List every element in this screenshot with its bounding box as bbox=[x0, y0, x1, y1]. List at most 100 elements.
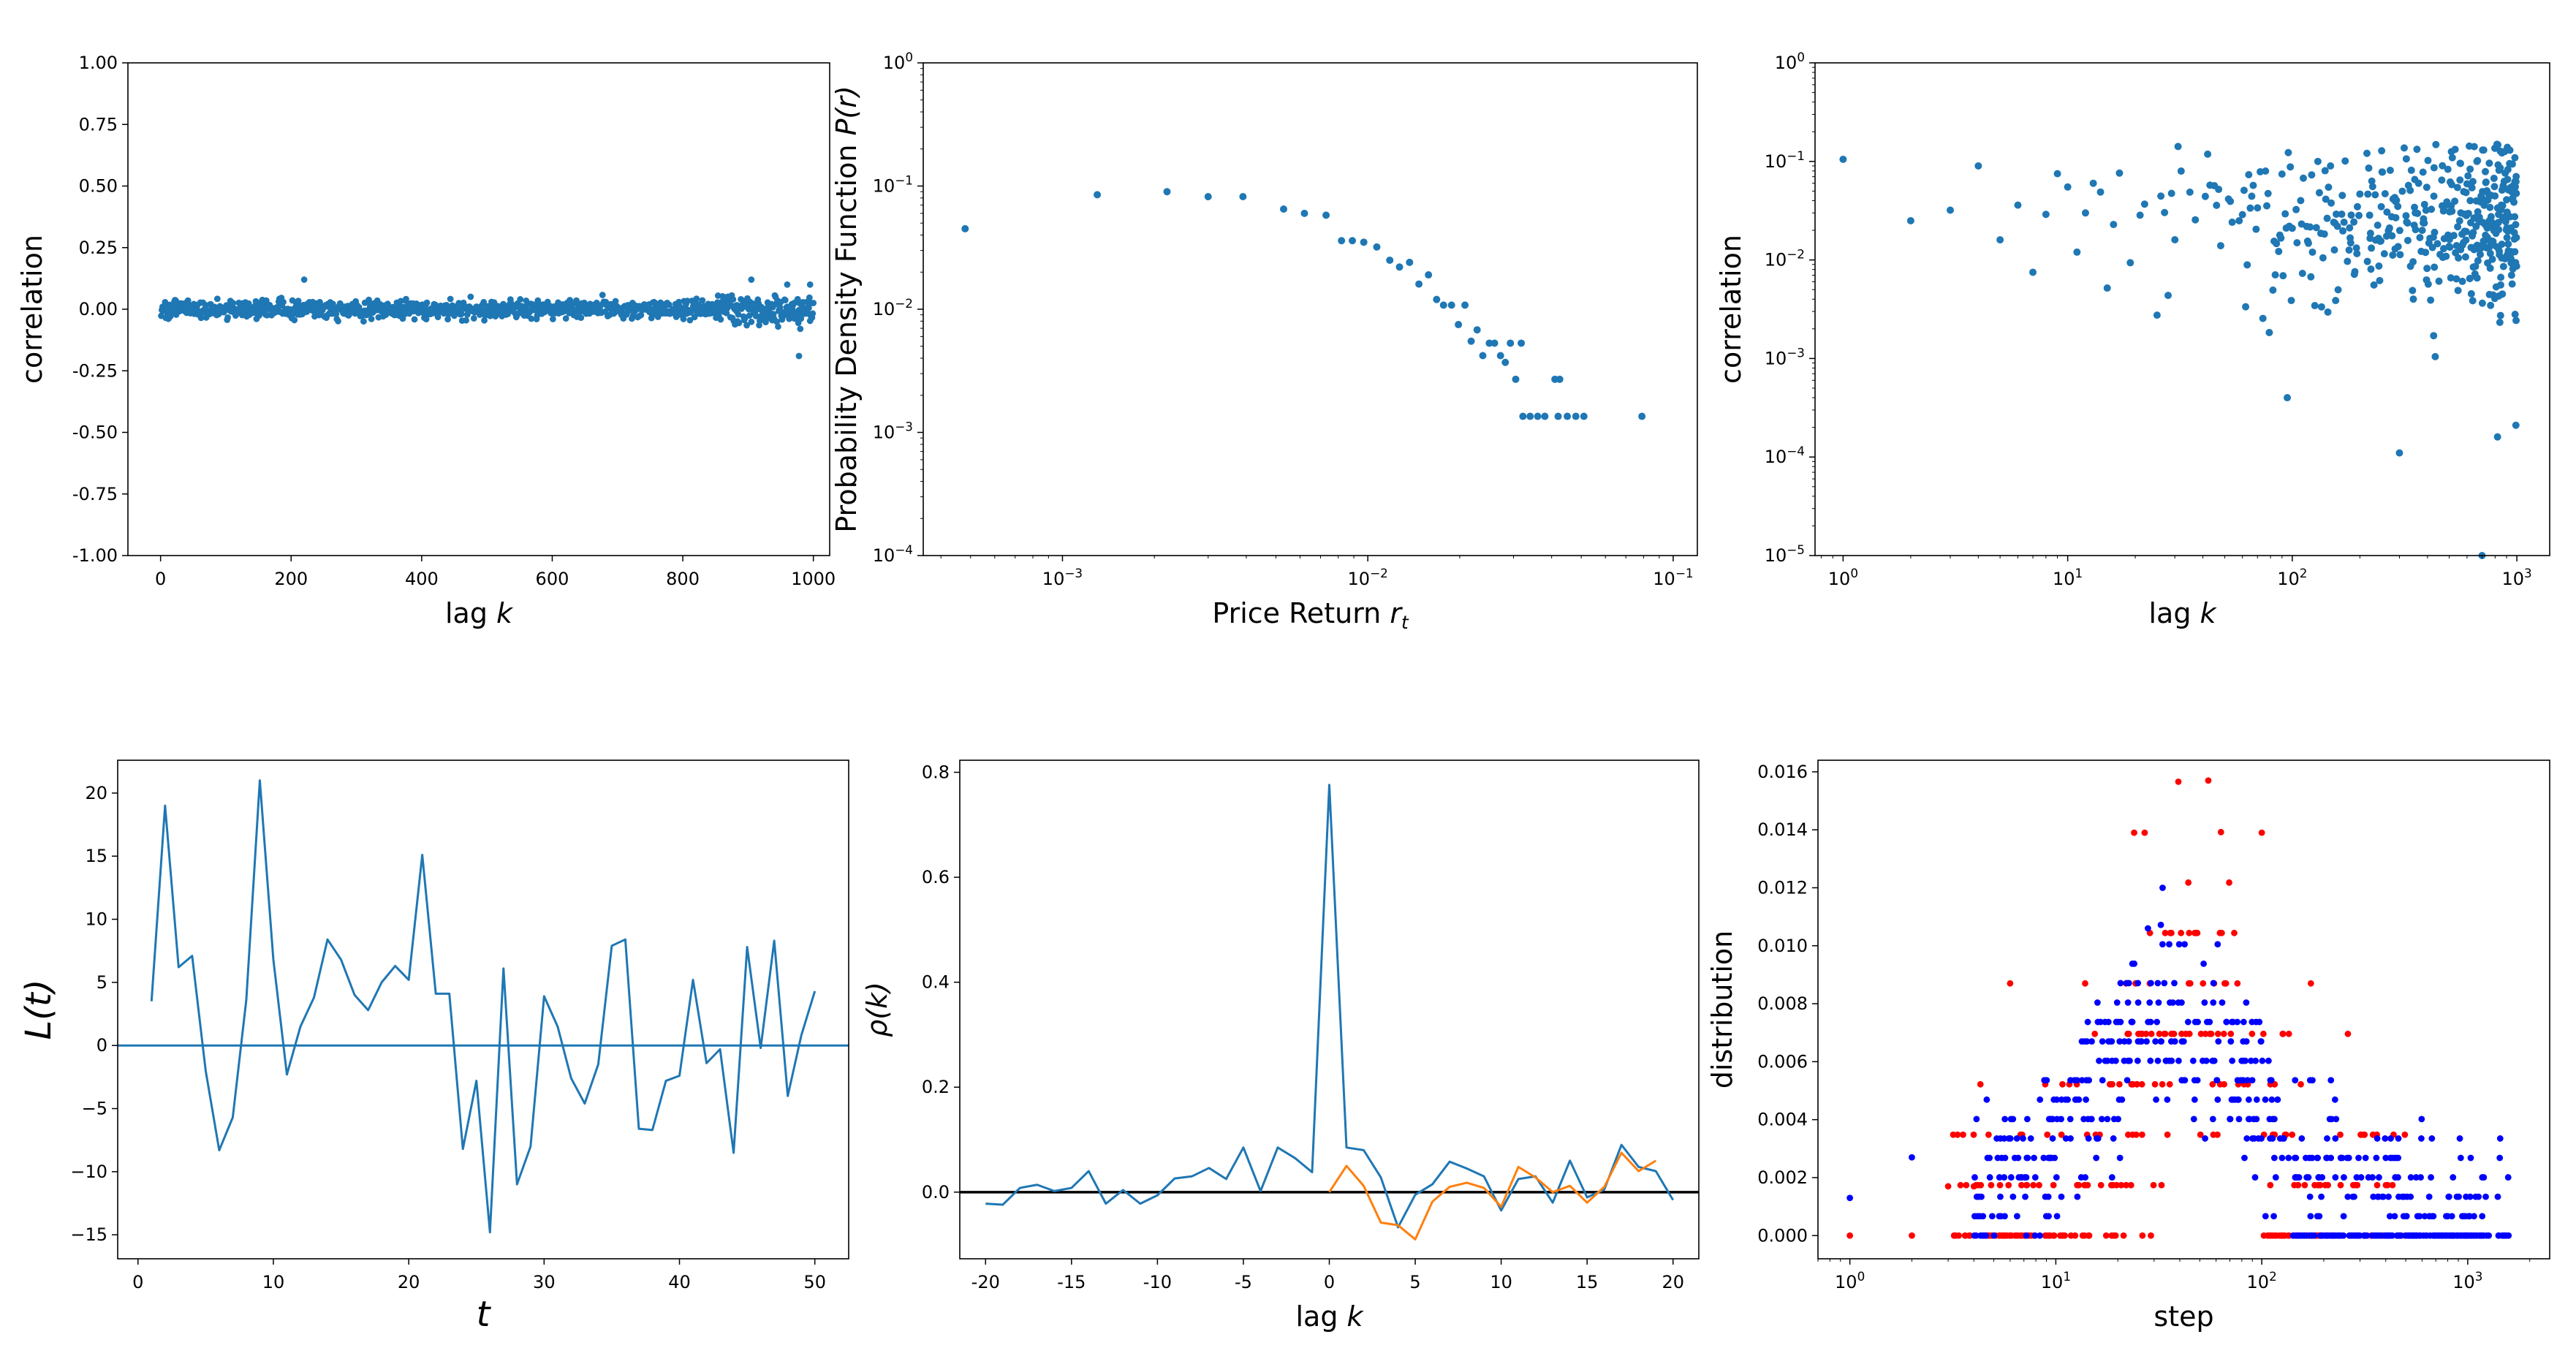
blue-point bbox=[2504, 1174, 2512, 1181]
data-point bbox=[1974, 162, 1982, 170]
blue-point bbox=[2386, 1213, 2393, 1220]
blue-point bbox=[2175, 1057, 2182, 1064]
blue-point bbox=[2083, 1096, 2089, 1103]
data-point bbox=[2511, 248, 2519, 256]
data-point bbox=[2480, 146, 2488, 154]
data-point bbox=[2482, 167, 2490, 175]
data-point bbox=[2378, 147, 2386, 155]
data-point bbox=[2396, 251, 2404, 259]
red-point bbox=[1846, 1232, 1854, 1239]
y-tick-label: 0.25 bbox=[79, 238, 118, 258]
data-point bbox=[2469, 229, 2477, 237]
red-point bbox=[2214, 1030, 2221, 1037]
data-point bbox=[2512, 233, 2520, 241]
data-point bbox=[423, 316, 430, 323]
data-point bbox=[1349, 237, 1357, 245]
blue-point bbox=[2147, 980, 2154, 987]
blue-point bbox=[2118, 1096, 2126, 1103]
data-point bbox=[2511, 213, 2519, 221]
red-point bbox=[2197, 1131, 2204, 1138]
blue-point bbox=[2074, 1077, 2080, 1084]
data-point bbox=[2431, 228, 2439, 236]
red-point bbox=[2023, 1181, 2030, 1189]
data-point bbox=[2307, 273, 2315, 281]
blue-point bbox=[2125, 1038, 2132, 1045]
y-tick-label: 100 bbox=[883, 50, 913, 73]
blue-point bbox=[2129, 960, 2136, 967]
data-point bbox=[1300, 209, 1308, 217]
blue-point bbox=[2171, 980, 2178, 987]
data-point bbox=[1512, 375, 1520, 383]
data-point bbox=[230, 300, 237, 307]
blue-point bbox=[1998, 1154, 2005, 1162]
data-point bbox=[577, 314, 585, 321]
red-point bbox=[2210, 1131, 2217, 1138]
data-point bbox=[2381, 190, 2389, 198]
blue-point bbox=[2053, 1096, 2061, 1103]
data-point bbox=[2388, 232, 2396, 240]
blue-point bbox=[2403, 1232, 2410, 1239]
red-point bbox=[2120, 1232, 2127, 1239]
y-tick-label: 0.002 bbox=[1757, 1167, 1808, 1188]
data-point bbox=[2504, 175, 2512, 183]
red-point bbox=[2148, 1030, 2155, 1037]
data-point bbox=[2242, 303, 2250, 311]
data-point bbox=[806, 294, 813, 301]
blue-point bbox=[2279, 1135, 2287, 1142]
blue-point bbox=[2482, 1193, 2489, 1200]
data-point bbox=[770, 311, 777, 318]
blue-point bbox=[2292, 1077, 2299, 1084]
blue-point bbox=[2166, 941, 2172, 948]
data-point bbox=[2279, 272, 2287, 280]
data-point bbox=[741, 315, 749, 322]
data-point bbox=[2248, 192, 2256, 200]
x-tick-label: 10 bbox=[1490, 1272, 1512, 1292]
blue-point bbox=[2143, 1038, 2150, 1045]
blue-point bbox=[2094, 999, 2101, 1006]
blue-point bbox=[2285, 1154, 2292, 1162]
blue-point bbox=[2329, 1232, 2336, 1239]
red-point bbox=[2132, 1131, 2140, 1138]
data-point bbox=[2455, 217, 2463, 225]
blue-point bbox=[2274, 1096, 2281, 1103]
data-point bbox=[2269, 286, 2277, 294]
red-point bbox=[2150, 1181, 2157, 1189]
data-point bbox=[1526, 412, 1534, 420]
data-point bbox=[2379, 168, 2387, 176]
blue-point bbox=[2407, 1174, 2414, 1181]
blue-point bbox=[2113, 999, 2121, 1006]
blue-point bbox=[2073, 1096, 2080, 1103]
blue-point bbox=[2074, 1193, 2081, 1200]
red-point bbox=[2178, 1030, 2185, 1037]
red-point bbox=[2018, 1181, 2025, 1189]
data-point bbox=[2375, 262, 2383, 270]
blue-point bbox=[2154, 1057, 2162, 1064]
data-point bbox=[2431, 263, 2439, 271]
blue-point bbox=[2031, 1232, 2039, 1239]
blue-point bbox=[2268, 1077, 2275, 1084]
blue-point bbox=[2159, 941, 2166, 948]
data-point bbox=[2321, 167, 2329, 175]
red-point bbox=[1950, 1232, 1958, 1239]
data-point bbox=[2464, 210, 2472, 218]
data-point bbox=[2126, 259, 2134, 267]
blue-point bbox=[2418, 1116, 2425, 1123]
blue-point bbox=[2190, 1116, 2197, 1123]
data-point bbox=[1479, 352, 1487, 360]
data-point bbox=[403, 295, 409, 303]
blue-point bbox=[2362, 1232, 2369, 1239]
data-point bbox=[1239, 193, 1247, 201]
blue-point bbox=[2245, 1096, 2252, 1103]
data-point bbox=[2467, 289, 2475, 298]
data-point bbox=[197, 314, 205, 322]
red-point bbox=[2138, 1080, 2145, 1088]
blue-point bbox=[2243, 1135, 2251, 1142]
data-point bbox=[2332, 297, 2340, 305]
red-point bbox=[1988, 1181, 1995, 1189]
outlier-point bbox=[784, 281, 791, 288]
data-point bbox=[2265, 328, 2273, 336]
blue-point bbox=[2077, 1174, 2085, 1181]
blue-point bbox=[2314, 1154, 2322, 1162]
blue-point bbox=[2083, 1038, 2091, 1045]
red-point bbox=[2086, 1232, 2093, 1239]
